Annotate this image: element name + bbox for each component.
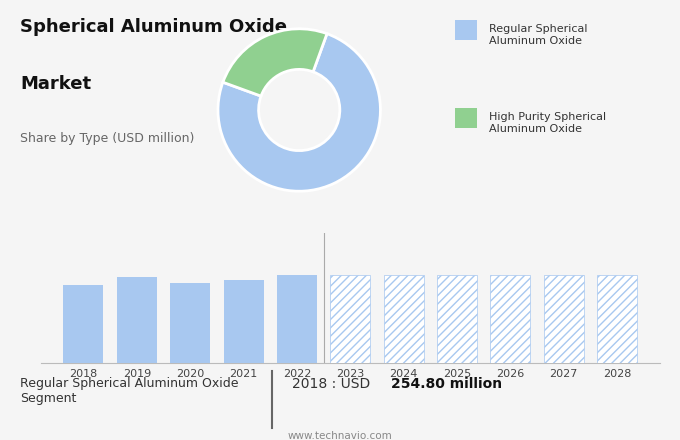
Bar: [597, 275, 637, 363]
Wedge shape: [218, 34, 380, 191]
Bar: [597, 275, 637, 363]
Text: 254.80 million: 254.80 million: [391, 377, 502, 391]
Bar: [330, 275, 370, 363]
Bar: [455, 108, 477, 128]
Text: www.technavio.com: www.technavio.com: [288, 431, 392, 440]
Text: Spherical Aluminum Oxide: Spherical Aluminum Oxide: [20, 18, 288, 36]
Bar: [437, 275, 477, 363]
Bar: [63, 285, 103, 363]
Bar: [384, 275, 424, 363]
Bar: [437, 275, 477, 363]
Bar: [170, 282, 210, 363]
Bar: [224, 280, 264, 363]
Text: Regular Spherical Aluminum Oxide
Segment: Regular Spherical Aluminum Oxide Segment: [20, 377, 239, 405]
Wedge shape: [223, 29, 327, 96]
Bar: [455, 20, 477, 40]
Bar: [490, 275, 530, 363]
Bar: [543, 275, 583, 363]
Bar: [117, 277, 157, 363]
Bar: [384, 275, 424, 363]
Bar: [543, 275, 583, 363]
Text: 2018 : USD: 2018 : USD: [292, 377, 375, 391]
Bar: [330, 275, 370, 363]
Text: Share by Type (USD million): Share by Type (USD million): [20, 132, 194, 145]
Bar: [277, 275, 317, 363]
Text: Market: Market: [20, 75, 92, 93]
Text: Regular Spherical
Aluminum Oxide: Regular Spherical Aluminum Oxide: [489, 24, 588, 46]
Text: High Purity Spherical
Aluminum Oxide: High Purity Spherical Aluminum Oxide: [489, 112, 606, 134]
Bar: [490, 275, 530, 363]
